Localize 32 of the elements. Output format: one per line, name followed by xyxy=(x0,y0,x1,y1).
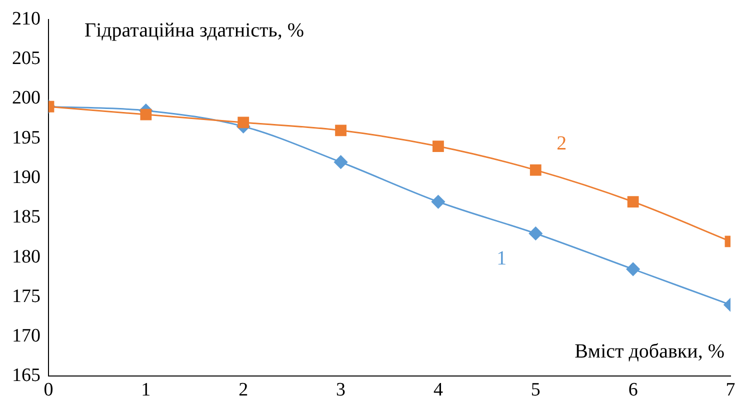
y-tick-label: 210 xyxy=(12,8,40,30)
point xyxy=(530,164,542,176)
series-label: 2 xyxy=(556,132,567,154)
x-tick-label: 7 xyxy=(726,380,736,401)
point xyxy=(335,124,346,136)
x-axis-title: Вміст добавки, % xyxy=(574,340,724,362)
y-tick-label: 180 xyxy=(12,246,40,268)
y-tick-label: 170 xyxy=(12,326,40,347)
point xyxy=(238,116,250,128)
y-tick-label: 175 xyxy=(12,286,40,307)
y-tick-label: 200 xyxy=(12,88,40,109)
y-axis-title: Гідратаційна здатність, % xyxy=(84,20,304,42)
x-tick-label: 3 xyxy=(336,380,346,401)
y-tick-label: 190 xyxy=(12,166,40,188)
point xyxy=(528,226,542,240)
y-tick-label: 205 xyxy=(12,48,40,70)
y-tick-label: 165 xyxy=(12,365,40,386)
x-tick-label: 1 xyxy=(141,380,151,401)
x-tick-label: 4 xyxy=(433,380,444,401)
point xyxy=(627,196,639,208)
x-tick-label: 6 xyxy=(628,380,638,401)
point xyxy=(140,108,152,120)
x-tick-label: 0 xyxy=(44,380,54,401)
y-tick-label: 195 xyxy=(12,127,40,148)
point xyxy=(334,155,348,169)
x-tick-label: 5 xyxy=(530,380,540,401)
point xyxy=(432,140,444,152)
y-tick-label: 185 xyxy=(12,206,40,228)
x-tick-label: 2 xyxy=(238,380,248,401)
series-label: 1 xyxy=(496,248,507,270)
point xyxy=(431,195,445,209)
point xyxy=(626,262,640,276)
